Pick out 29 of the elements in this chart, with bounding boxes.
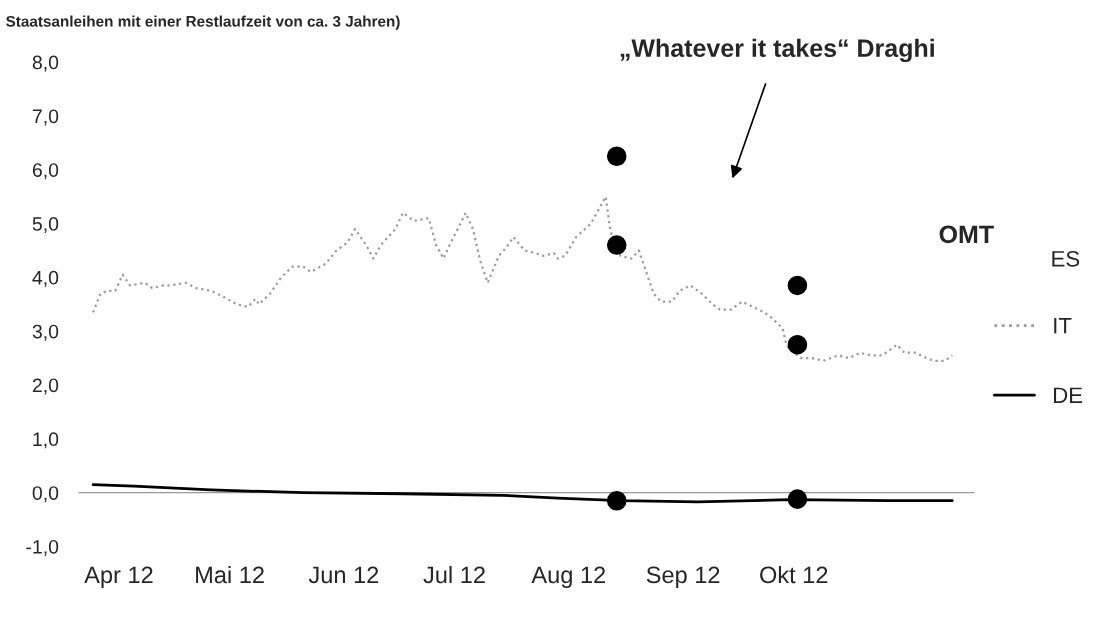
x-tick-label: Jun 12 <box>308 566 379 584</box>
point <box>606 490 627 511</box>
point <box>787 334 808 355</box>
y-tick-label: 1,0 <box>33 432 59 449</box>
text: „Whatever it takes“ Draghi <box>620 38 934 63</box>
y-tick-label: 0,0 <box>32 486 59 503</box>
text: ES <box>1052 250 1080 267</box>
x-tick-label: Aug 12 <box>531 566 606 588</box>
point <box>787 489 808 509</box>
y-tick-label: 8,0 <box>32 55 59 72</box>
legend-label: IT <box>1054 318 1072 334</box>
point <box>606 235 627 255</box>
chart-subtitle: Staatsanleihen mit einer Restlaufzeit von ca. 3 Jahren) <box>6 15 400 30</box>
y-tick-label: 2,0 <box>32 378 59 395</box>
x-tick-label: Mai 12 <box>196 565 264 584</box>
y-tick-label: 5,0 <box>32 217 59 234</box>
x-tick-label: Okt 12 <box>760 565 828 584</box>
annotation: OMT <box>939 225 994 244</box>
x-tick-label: Apr 12 <box>84 566 153 588</box>
point <box>787 275 808 296</box>
y-tick-label: 6,0 <box>32 163 59 180</box>
y-tick-label: -1,0 <box>26 539 59 557</box>
x-tick-label: Sep 12 <box>646 566 720 588</box>
y-tick-label: 4,0 <box>32 270 59 287</box>
legend-label: DE <box>1054 387 1083 403</box>
x-tick-label: Jul 12 <box>423 565 485 584</box>
point <box>606 146 627 167</box>
y-tick-label: 7,0 <box>32 109 59 126</box>
y-tick-label: 3,0 <box>32 324 59 341</box>
